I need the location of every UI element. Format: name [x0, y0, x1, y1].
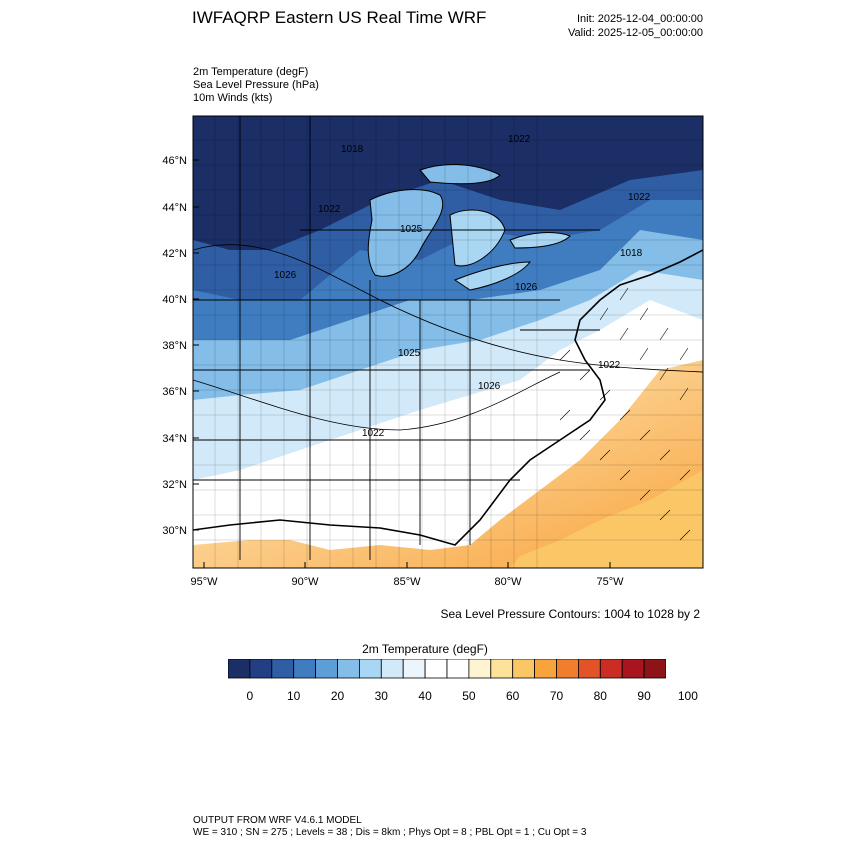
colorbar-swatch: [534, 659, 557, 679]
pressure-label: 1018: [341, 144, 364, 155]
lon-label: 85°W: [393, 576, 421, 588]
field-winds: 10m Winds (kts): [193, 92, 273, 104]
colorbar-swatch: [228, 659, 251, 679]
field-coldest-band: [193, 116, 703, 250]
pressure-label: 1025: [398, 348, 421, 359]
colorbar-label: 50: [462, 689, 476, 703]
lon-label: 75°W: [596, 576, 624, 588]
colorbar-label: 40: [418, 689, 432, 703]
lat-label: 32°N: [162, 479, 187, 491]
colorbar-label: 0: [246, 689, 254, 703]
lake-superior: [419, 164, 501, 185]
lat-label: 46°N: [162, 155, 187, 167]
colorbar-swatch: [249, 659, 273, 679]
lat-label: 42°N: [162, 248, 187, 260]
footer-model: OUTPUT FROM WRF V4.6.1 MODEL: [193, 815, 362, 826]
pressure-label: 1022: [598, 360, 621, 371]
field-warm-ocean: [510, 470, 703, 568]
colorbar-swatch: [446, 659, 470, 679]
lake-erie: [453, 261, 532, 291]
lon-label: 80°W: [494, 576, 522, 588]
map-frame: [192, 115, 704, 569]
lat-label: 34°N: [162, 433, 187, 445]
colorbar-label: 70: [549, 689, 564, 703]
colorbar-label: 80: [593, 689, 607, 703]
colorbar-swatch: [512, 659, 536, 679]
contour-note: Sea Level Pressure Contours: 1004 to 102…: [440, 607, 701, 621]
colorbar-swatch: [337, 659, 360, 679]
colorbar-swatch: [468, 659, 492, 679]
lat-label: 30°N: [162, 525, 187, 537]
axis-ticks: [193, 159, 611, 568]
wind-barbs: [559, 287, 691, 541]
pressure-labels: 1022 1018 1022 1025 1026 1025 1026 1018 …: [274, 134, 651, 439]
pressure-label: 1026: [515, 282, 538, 293]
colorbar: [228, 659, 666, 679]
field-temperature: 2m Temperature (degF): [193, 66, 309, 78]
init-time: Init: 2025-12-04_00:00:00: [577, 13, 703, 25]
colorbar-title: 2m Temperature (degF): [362, 642, 488, 656]
field-pressure: Sea Level Pressure (hPa): [193, 79, 319, 91]
colorbar-swatch: [490, 659, 514, 679]
pressure-label: 1018: [620, 248, 643, 259]
colorbar-label: 90: [637, 689, 651, 703]
lat-label: 44°N: [162, 202, 187, 214]
valid-time: Valid: 2025-12-05_00:00:00: [568, 27, 703, 39]
lat-labels: 46°N 44°N 42°N 40°N 38°N 36°N 34°N 32°N …: [162, 155, 187, 537]
colorbar-swatch: [380, 659, 404, 679]
footer-config: WE = 310 ; SN = 275 ; Levels = 38 ; Dis …: [193, 827, 587, 838]
pressure-label: 1022: [508, 134, 531, 145]
colorbar-swatch: [577, 659, 601, 679]
pressure-label: 1022: [628, 192, 651, 203]
colorbar-label: 30: [374, 689, 388, 703]
colorbar-swatch: [599, 659, 623, 679]
map-field: [193, 116, 703, 568]
colorbar-label: 20: [330, 689, 345, 703]
colorbar-label: 60: [506, 689, 520, 703]
pressure-label: 1026: [274, 270, 297, 281]
county-grid: [193, 116, 703, 568]
lon-labels: 95°W 90°W 85°W 80°W 75°W: [190, 576, 624, 588]
colorbar-label: 10: [287, 689, 301, 703]
colorbar-swatch: [424, 659, 448, 679]
lake-ontario: [509, 232, 571, 249]
colorbar-swatch: [402, 659, 426, 679]
lake-michigan: [367, 189, 444, 277]
pressure-label: 1026: [478, 381, 501, 392]
pressure-label: 1022: [318, 204, 341, 215]
colorbar-swatch: [621, 659, 645, 679]
pressure-label: 1022: [362, 428, 385, 439]
colorbar-swatch: [643, 659, 666, 679]
lat-label: 38°N: [162, 340, 187, 352]
colorbar-swatch: [271, 659, 295, 679]
pressure-label: 1025: [400, 224, 423, 235]
lat-label: 36°N: [162, 386, 187, 398]
colorbar-swatch: [315, 659, 338, 679]
field-warm-gulf-atlantic: [193, 360, 703, 568]
lon-label: 90°W: [291, 576, 319, 588]
lon-label: 95°W: [190, 576, 218, 588]
colorbar-label: 100: [677, 689, 698, 703]
chart-title: IWFAQRP Eastern US Real Time WRF: [192, 8, 487, 27]
colorbar-swatch: [556, 659, 579, 679]
isobars: [193, 244, 703, 431]
colorbar-swatch: [293, 659, 316, 679]
lat-label: 40°N: [162, 294, 187, 306]
colorbar-swatch: [358, 659, 382, 679]
